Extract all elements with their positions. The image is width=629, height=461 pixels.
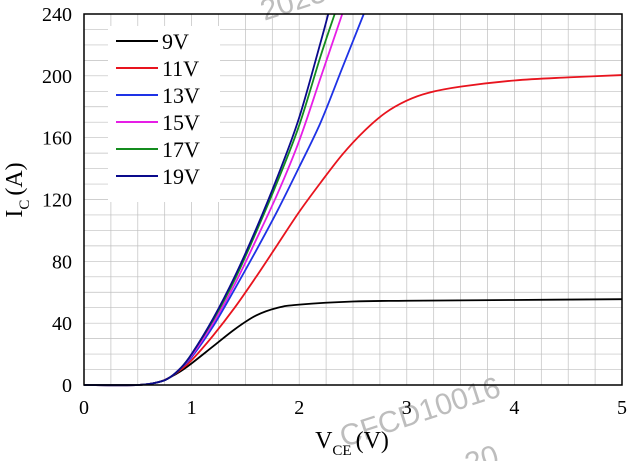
y-tick-label: 0 [62,375,72,397]
legend-background [108,26,220,202]
y-axis-label-sub: C [17,200,33,210]
y-tick-label: 120 [42,190,72,212]
x-axis-label-main: V [315,428,333,454]
plot-frame [83,13,623,386]
y-axis-label-main: I [2,210,28,218]
legend-label: 19V [162,164,200,189]
y-axis-label-unit: (A) [2,162,28,195]
x-axis-label-sub: CE [332,443,351,459]
series-layer [83,13,623,387]
x-tick-label: 1 [187,397,197,419]
x-axis-label: VCE (V) [315,428,389,459]
tick-layer: 0 1 2 3 4 5 0 40 80 120 160 200 240 [42,4,627,419]
x-tick-label: 4 [509,397,519,419]
x-axis-label-unit: (V) [356,428,389,454]
legend-label: 9V [162,29,189,54]
y-axis-label: IC (A) [2,162,33,217]
legend-label: 17V [162,137,200,162]
y-tick-label: 160 [42,128,72,150]
x-tick-label: 0 [79,397,89,419]
y-tick-label: 240 [42,4,72,26]
x-tick-label: 2 [294,397,304,419]
watermark-bottom: 20 [461,439,503,461]
y-tick-label: 40 [52,313,72,335]
series-line-19v [83,13,330,387]
legend-label: 13V [162,83,200,108]
y-tick-label: 80 [52,251,72,273]
x-tick-label: 3 [402,397,412,419]
legend-label: 15V [162,110,200,135]
x-tick-label: 5 [617,397,627,419]
y-tick-label: 200 [42,66,72,88]
legend-label: 11V [162,56,199,81]
